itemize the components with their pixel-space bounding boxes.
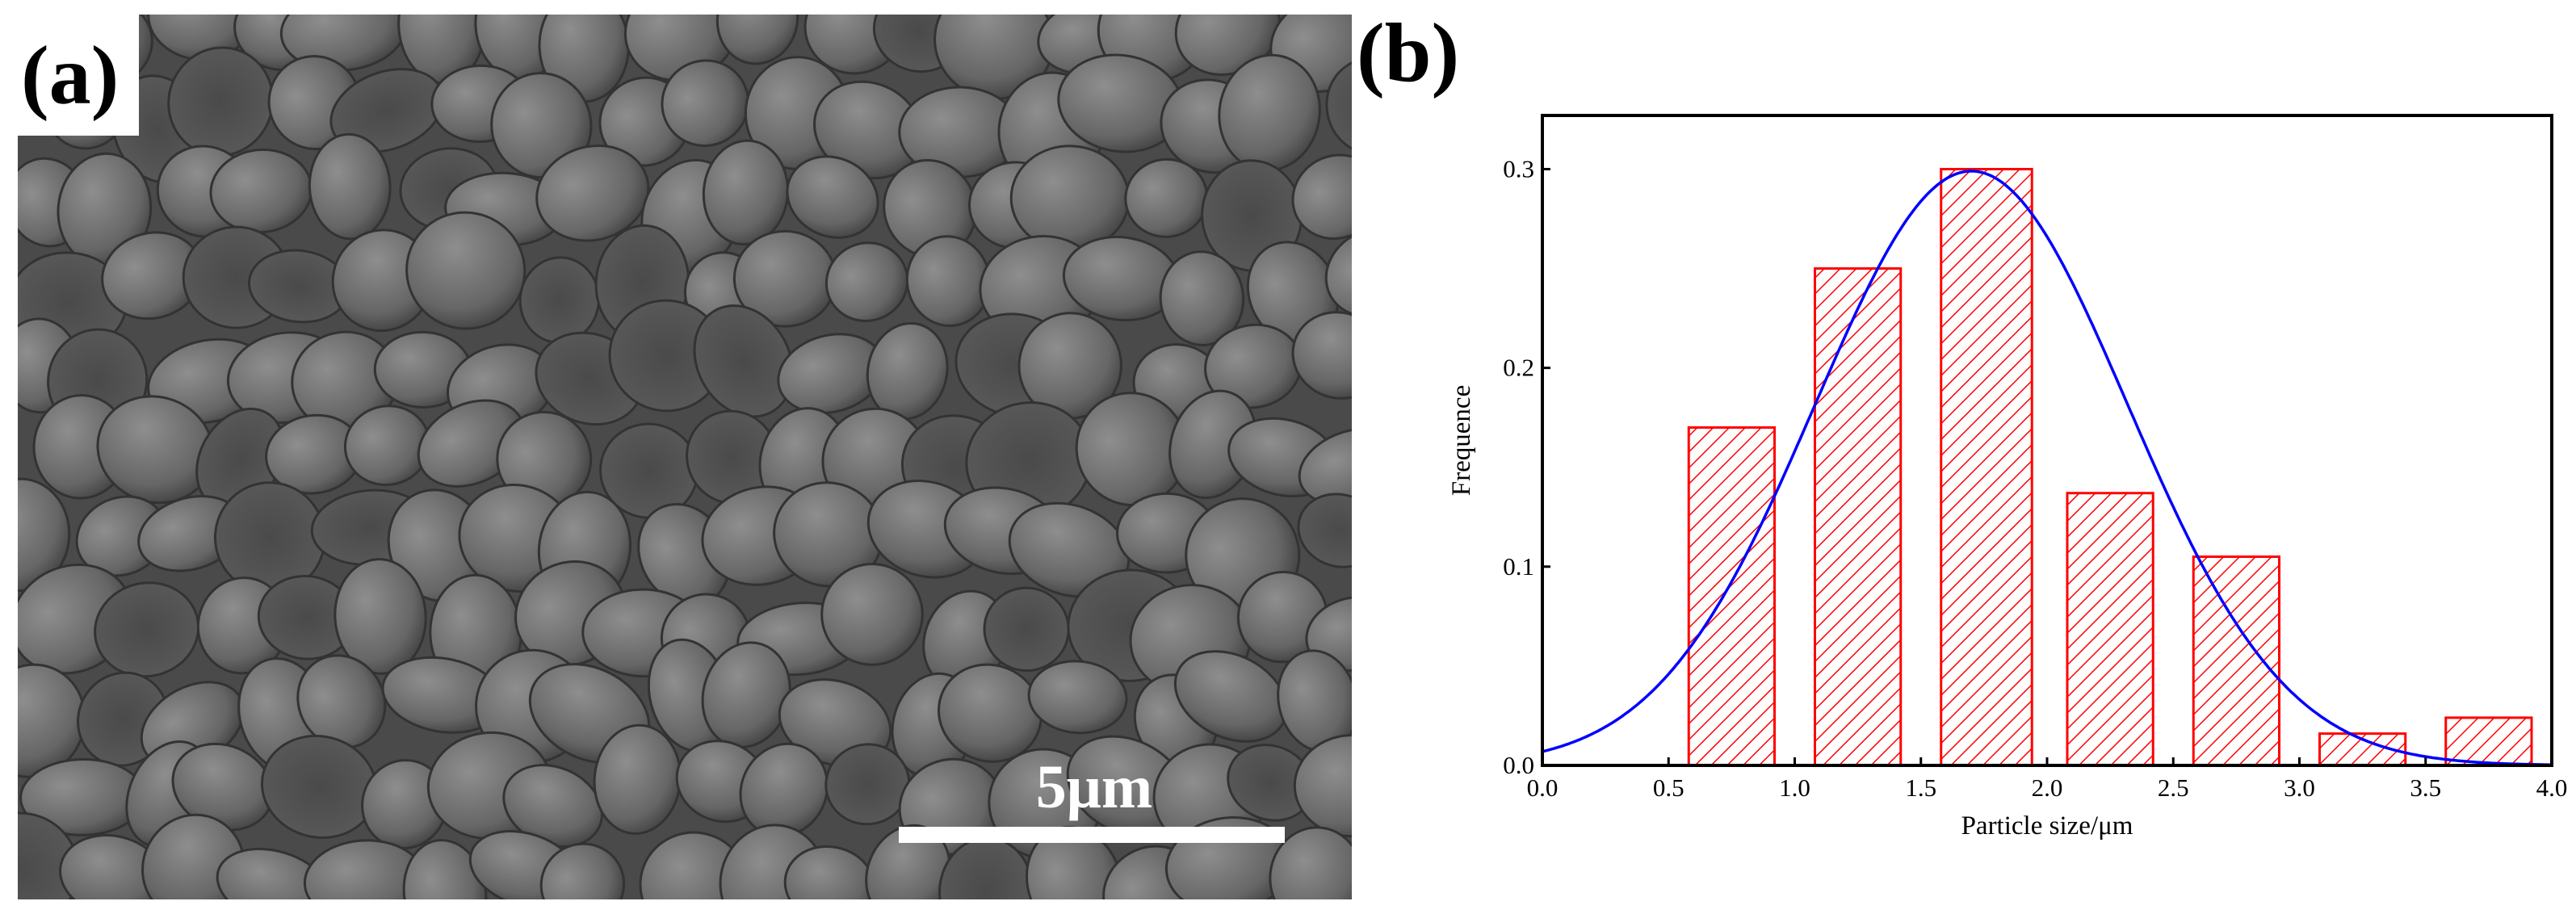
x-tick-label: 1.0 (1779, 773, 1810, 802)
histogram-panel: (b) 0.0 0.5 1.0 1.5 2.0 2.5 3.0 3.5 4.0 0.0 0.1 0.… (1357, 0, 2576, 918)
x-tick-label: 0.0 (1527, 773, 1559, 802)
sem-micrograph: (a) 5μm (18, 15, 1352, 899)
grain (824, 241, 909, 322)
grain (1324, 228, 1352, 318)
panel-a-label-background (18, 15, 139, 136)
grain (1298, 427, 1352, 506)
x-tick-label: 1.5 (1905, 773, 1936, 802)
x-tick-label: 3.5 (2410, 773, 2441, 802)
histogram-bar-4 (2066, 492, 2154, 767)
scale-bar (899, 827, 1285, 843)
y-tick-label: 0.0 (1503, 751, 1534, 779)
grain (1325, 57, 1352, 155)
grain (535, 144, 650, 242)
grain (1269, 826, 1352, 899)
grain (18, 477, 71, 593)
grain (693, 304, 794, 418)
panel-b-label: (b) (1357, 6, 1459, 99)
grain (1305, 596, 1352, 673)
gaussian-fit-curve (1542, 170, 2552, 766)
scale-bar-label: 5μm (1036, 753, 1152, 821)
grain (786, 155, 879, 239)
grain-texture (18, 15, 1352, 899)
grain (308, 132, 392, 241)
grain (715, 15, 799, 65)
x-tick-label: 0.5 (1653, 773, 1684, 802)
x-axis-title: Particle size/μm (1961, 811, 2133, 840)
histogram-bar-2 (1814, 267, 1903, 767)
sem-micrograph-panel: (a) 5μm (18, 15, 1352, 899)
grain (1159, 250, 1245, 346)
grain (938, 663, 1043, 763)
y-axis-ticks: 0.0 0.1 0.2 0.3 (1503, 154, 1550, 779)
x-tick-label: 4.0 (2536, 773, 2568, 802)
grain (1291, 153, 1352, 241)
histogram-chart: (b) 0.0 0.5 1.0 1.5 2.0 2.5 3.0 3.5 4.0 0.00.10.… (1357, 6, 2568, 840)
y-tick-label: 0.2 (1503, 354, 1534, 382)
grain (94, 581, 200, 678)
x-tick-label: 3.0 (2284, 773, 2315, 802)
y-axis-title: Frequence (1447, 385, 1476, 496)
grain (216, 848, 332, 899)
grain (661, 59, 750, 147)
grain (1291, 311, 1352, 400)
grain (824, 743, 911, 826)
x-tick-label: 2.0 (2032, 773, 2063, 802)
grain (539, 842, 626, 899)
y-tick-label: 0.1 (1503, 552, 1534, 581)
grain (820, 563, 924, 666)
grain (983, 586, 1070, 673)
y-tick-label: 0.3 (1503, 154, 1534, 182)
x-axis-ticks: 0.0 0.5 1.0 1.5 2.0 2.5 3.0 3.5 4.0 (1527, 757, 2568, 802)
histogram-bar-3 (1940, 167, 2033, 767)
panel-a-label: (a) (21, 29, 119, 122)
grain (1293, 734, 1352, 838)
histogram-bar-7 (2444, 716, 2533, 767)
grain (1297, 493, 1352, 568)
histogram-bar-5 (2192, 555, 2280, 767)
x-tick-label: 2.5 (2158, 773, 2189, 802)
histogram-bar-1 (1687, 425, 1776, 767)
grain (296, 654, 387, 749)
grain (334, 558, 427, 675)
grain (1027, 660, 1128, 735)
histogram-bars (1687, 167, 2533, 767)
